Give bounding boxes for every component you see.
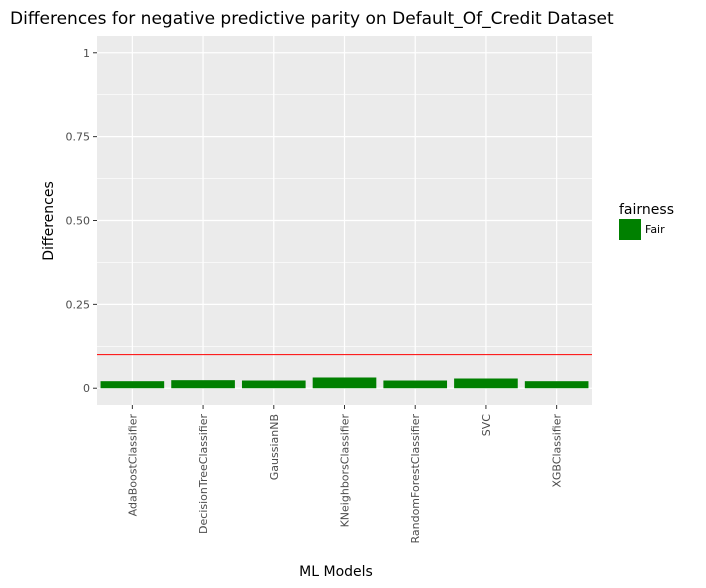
- x-tick-label: DecisionTreeClassifier: [197, 414, 210, 534]
- legend: fairness Fair: [619, 202, 674, 240]
- x-tick-label: KNeighborsClassifier: [339, 414, 352, 528]
- y-tick-label: 1: [83, 47, 90, 60]
- bar: [100, 381, 165, 389]
- bar: [241, 380, 306, 389]
- x-tick-label: SVC: [480, 414, 493, 437]
- x-tick-label: AdaBoostClassifier: [126, 414, 139, 517]
- x-tick-label: GaussianNB: [268, 414, 281, 480]
- legend-title: fairness: [619, 202, 674, 218]
- x-axis-title: ML Models: [299, 564, 373, 580]
- legend-entries: Fair: [619, 219, 665, 240]
- legend-label: Fair: [645, 223, 665, 236]
- y-tick-label: 0.50: [66, 215, 91, 228]
- grid-major: [97, 36, 592, 405]
- bar: [312, 377, 377, 389]
- bars: [100, 377, 589, 389]
- x-tick-label: XGBClassifier: [551, 414, 564, 488]
- bar: [454, 378, 518, 389]
- chart-title: Differences for negative predictive pari…: [10, 9, 614, 29]
- y-tick-label: 0.25: [66, 298, 91, 311]
- x-axis-ticks: AdaBoostClassifier DecisionTreeClassifier…: [126, 405, 564, 544]
- y-axis-title: Differences: [41, 181, 57, 260]
- y-tick-label: 0.75: [66, 131, 91, 144]
- legend-swatch: [619, 219, 641, 240]
- y-tick-label: 0: [83, 382, 90, 395]
- x-tick-label: RandomForestClassifier: [409, 414, 422, 544]
- y-axis-ticks: 0 0.25 0.50 0.75 1: [66, 47, 97, 395]
- bar: [524, 381, 589, 389]
- bar: [171, 380, 235, 389]
- bar: [383, 380, 448, 389]
